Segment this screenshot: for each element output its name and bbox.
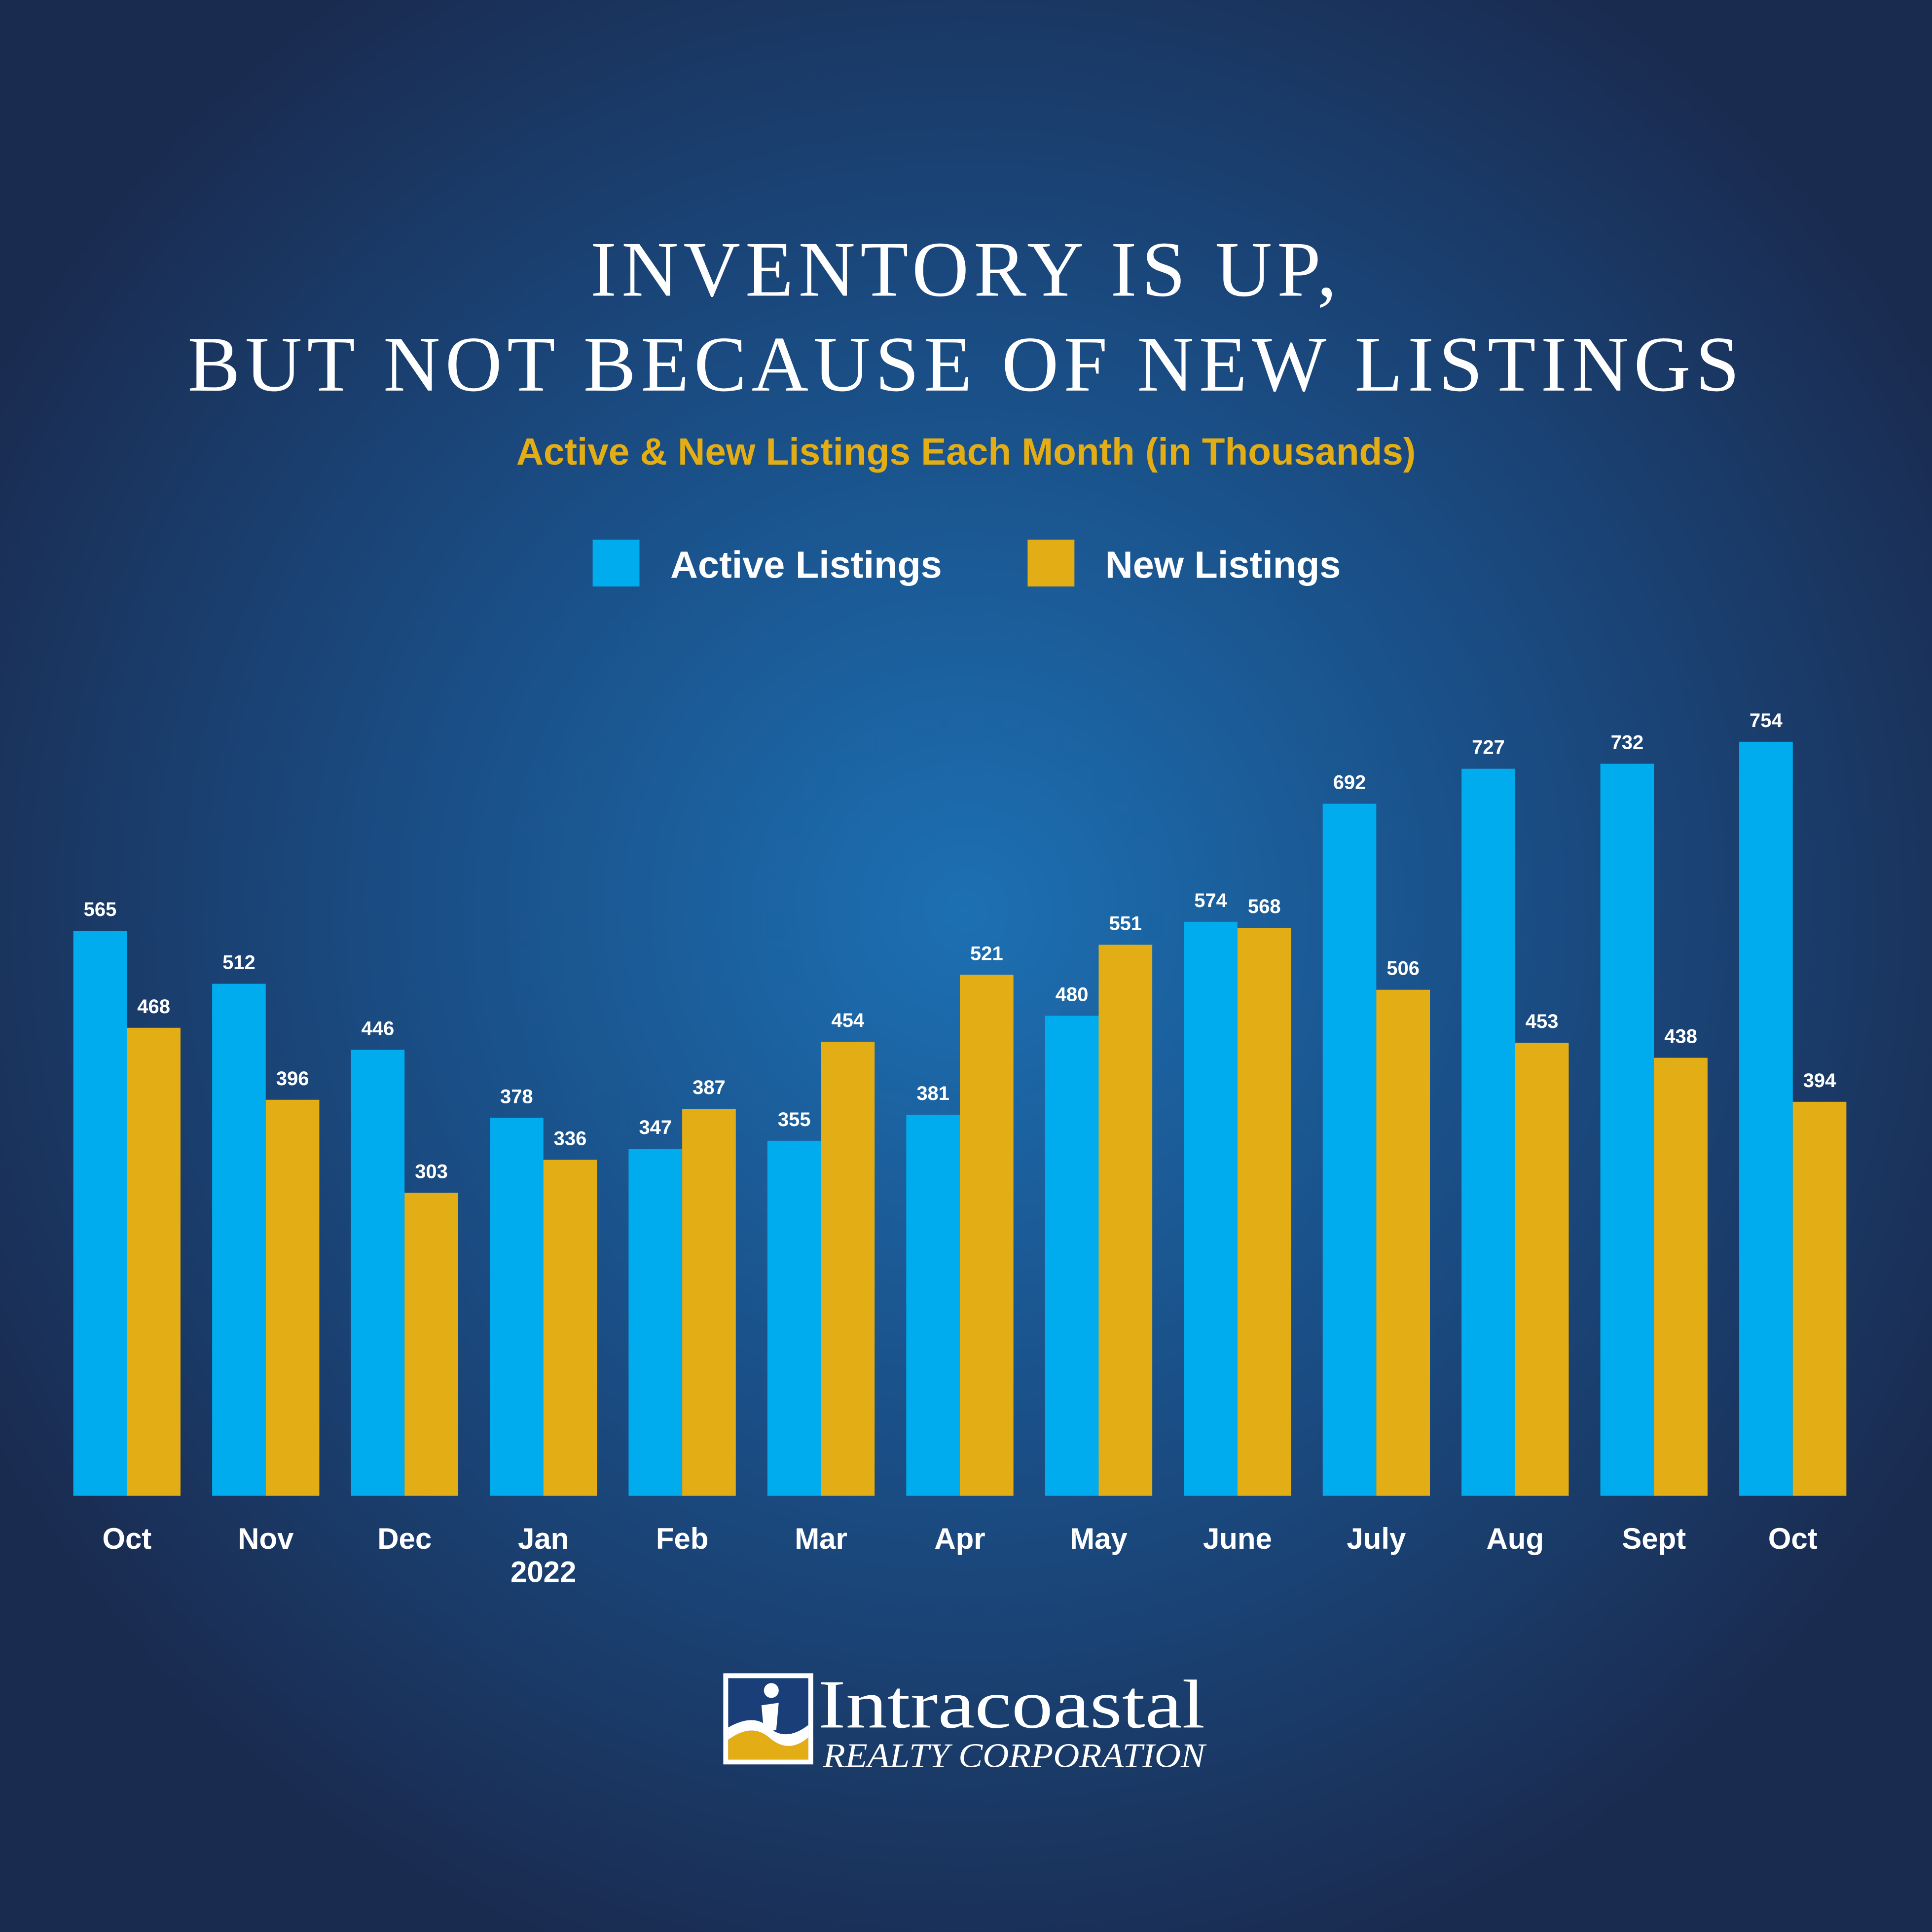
bar [1322,803,1377,1496]
x-tick-label: Oct [1768,1522,1818,1555]
bar [404,1193,458,1496]
bar [1792,1101,1847,1496]
bar [906,1115,960,1496]
value-label: 506 [1386,958,1420,980]
value-label: 754 [1750,710,1783,731]
value-label: 381 [916,1083,949,1104]
bar [1098,945,1153,1496]
x-tick-label: Jan 2022 [510,1522,576,1588]
value-label: 727 [1472,737,1505,759]
value-label: 512 [222,952,255,974]
x-tick-label: Oct [102,1522,151,1555]
bar [127,1027,181,1496]
legend-swatch [592,540,640,587]
logo-wave [728,1730,808,1760]
logo-wave [728,1720,808,1746]
x-tick-label: June [1203,1522,1272,1555]
value-label: 438 [1664,1026,1697,1048]
legend-label: New Listings [1105,544,1341,586]
legend-label: Active Listings [670,544,942,586]
value-label: 565 [84,899,117,920]
value-label: 692 [1333,772,1366,794]
bar [960,975,1014,1496]
bar [73,931,127,1496]
bar [212,984,266,1496]
x-tick-label: Sept [1622,1522,1686,1555]
bar [1600,764,1654,1496]
value-label: 387 [693,1077,726,1098]
logo-name: Intracoastal [818,1666,1205,1743]
value-label: 468 [137,996,170,1018]
bar [1739,741,1793,1496]
value-label: 521 [970,943,1003,964]
bar [821,1042,875,1496]
value-label: 336 [554,1128,587,1149]
bar [682,1108,736,1496]
bar [1237,927,1291,1496]
bar [1184,921,1238,1496]
x-tick-label: Nov [238,1522,294,1555]
value-label: 394 [1803,1070,1836,1092]
bar [265,1099,320,1496]
value-label: 446 [362,1018,395,1039]
chart-subtitle: Active & New Listings Each Month (in Tho… [516,431,1416,473]
value-label: 454 [832,1010,865,1031]
legend-swatch [1027,540,1075,587]
value-label: 574 [1194,890,1227,911]
value-label: 453 [1526,1011,1559,1032]
value-label: 355 [778,1109,811,1130]
x-tick-label: July [1347,1522,1406,1555]
bar [767,1140,821,1496]
bar [1515,1043,1569,1496]
x-tick-label: May [1070,1522,1128,1555]
chart-title: BUT NOT BECAUSE OF NEW LISTINGS [187,321,1744,408]
value-label: 378 [500,1086,533,1107]
x-tick-label: Dec [377,1522,432,1555]
x-tick-label: Aug [1487,1522,1544,1555]
value-label: 347 [639,1117,672,1138]
logo: Intracoastal REALTY CORPORATION [723,1666,1207,1775]
bar [1654,1057,1708,1496]
bar [628,1149,683,1496]
logo-stem [761,1703,779,1733]
logo-dot [764,1683,779,1698]
value-label: 732 [1611,731,1644,753]
chart-title: INVENTORY IS UP, [590,226,1342,313]
bar [543,1160,597,1496]
bar [1045,1016,1099,1496]
bar [1461,768,1515,1496]
logo-tagline: REALTY CORPORATION [823,1737,1207,1775]
x-tick-label: Apr [934,1522,985,1555]
x-tick-label: Mar [795,1522,847,1555]
value-label: 480 [1056,984,1089,1005]
value-label: 303 [415,1161,448,1182]
value-label: 396 [276,1068,309,1090]
x-tick-label: Feb [656,1522,709,1555]
bar [489,1118,544,1496]
value-label: 551 [1109,912,1142,934]
bar [351,1050,405,1496]
value-label: 568 [1248,896,1281,917]
bar [1376,989,1430,1496]
